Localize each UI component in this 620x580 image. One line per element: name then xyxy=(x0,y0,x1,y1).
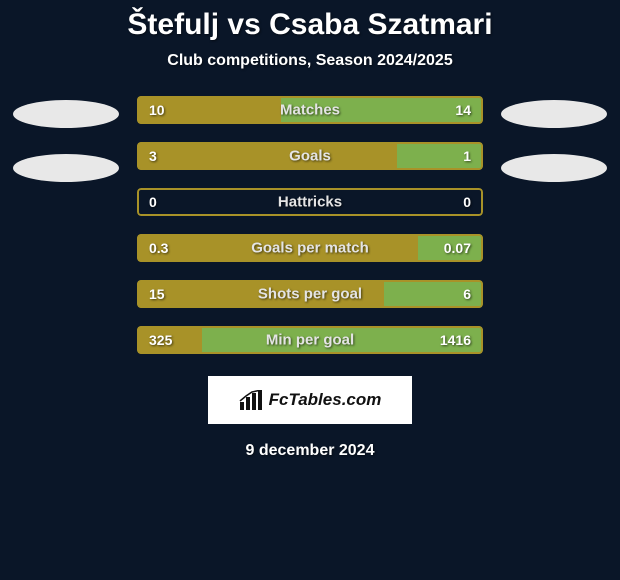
stat-value-left: 10 xyxy=(149,102,165,118)
date-label: 9 december 2024 xyxy=(0,442,620,460)
player-avatar-right-1 xyxy=(501,100,607,128)
stat-label: Goals xyxy=(289,148,331,165)
stat-label: Matches xyxy=(280,102,340,119)
stat-value-left: 0 xyxy=(149,194,157,210)
bar-left xyxy=(137,142,397,170)
stat-row: Goals per match 0.3 0.07 xyxy=(137,234,483,262)
stat-label: Shots per goal xyxy=(258,286,362,303)
chart-icon xyxy=(239,390,263,410)
stat-label: Goals per match xyxy=(251,240,369,257)
stat-value-left: 325 xyxy=(149,332,172,348)
branding-text: FcTables.com xyxy=(269,390,382,410)
player-avatar-left-1 xyxy=(13,100,119,128)
player-avatar-right-2 xyxy=(501,154,607,182)
comparison-widget: Štefulj vs Csaba Szatmari Club competiti… xyxy=(0,0,620,460)
page-title: Štefulj vs Csaba Szatmari xyxy=(0,8,620,42)
stat-row: Shots per goal 15 6 xyxy=(137,280,483,308)
stat-row: Goals 3 1 xyxy=(137,142,483,170)
stat-value-right: 0 xyxy=(463,194,471,210)
stat-label: Hattricks xyxy=(278,194,342,211)
stat-value-right: 6 xyxy=(463,286,471,302)
comparison-bars: Matches 10 14 Goals 3 1 Hattricks 0 0 Goals per m… xyxy=(137,96,483,354)
stat-value-left: 0.3 xyxy=(149,240,168,256)
stat-row: Matches 10 14 xyxy=(137,96,483,124)
subtitle: Club competitions, Season 2024/2025 xyxy=(0,52,620,70)
stat-value-left: 15 xyxy=(149,286,165,302)
stat-value-left: 3 xyxy=(149,148,157,164)
stat-value-right: 1416 xyxy=(440,332,471,348)
stats-area: Matches 10 14 Goals 3 1 Hattricks 0 0 Goals per m… xyxy=(0,96,620,354)
stat-row: Hattricks 0 0 xyxy=(137,188,483,216)
stat-value-right: 0.07 xyxy=(444,240,471,256)
avatar-column-left xyxy=(13,96,119,182)
stat-value-right: 14 xyxy=(455,102,471,118)
stat-row: Min per goal 325 1416 xyxy=(137,326,483,354)
player-avatar-left-2 xyxy=(13,154,119,182)
avatar-column-right xyxy=(501,96,607,182)
stat-value-right: 1 xyxy=(463,148,471,164)
branding-badge: FcTables.com xyxy=(208,376,412,424)
stat-label: Min per goal xyxy=(266,332,354,349)
